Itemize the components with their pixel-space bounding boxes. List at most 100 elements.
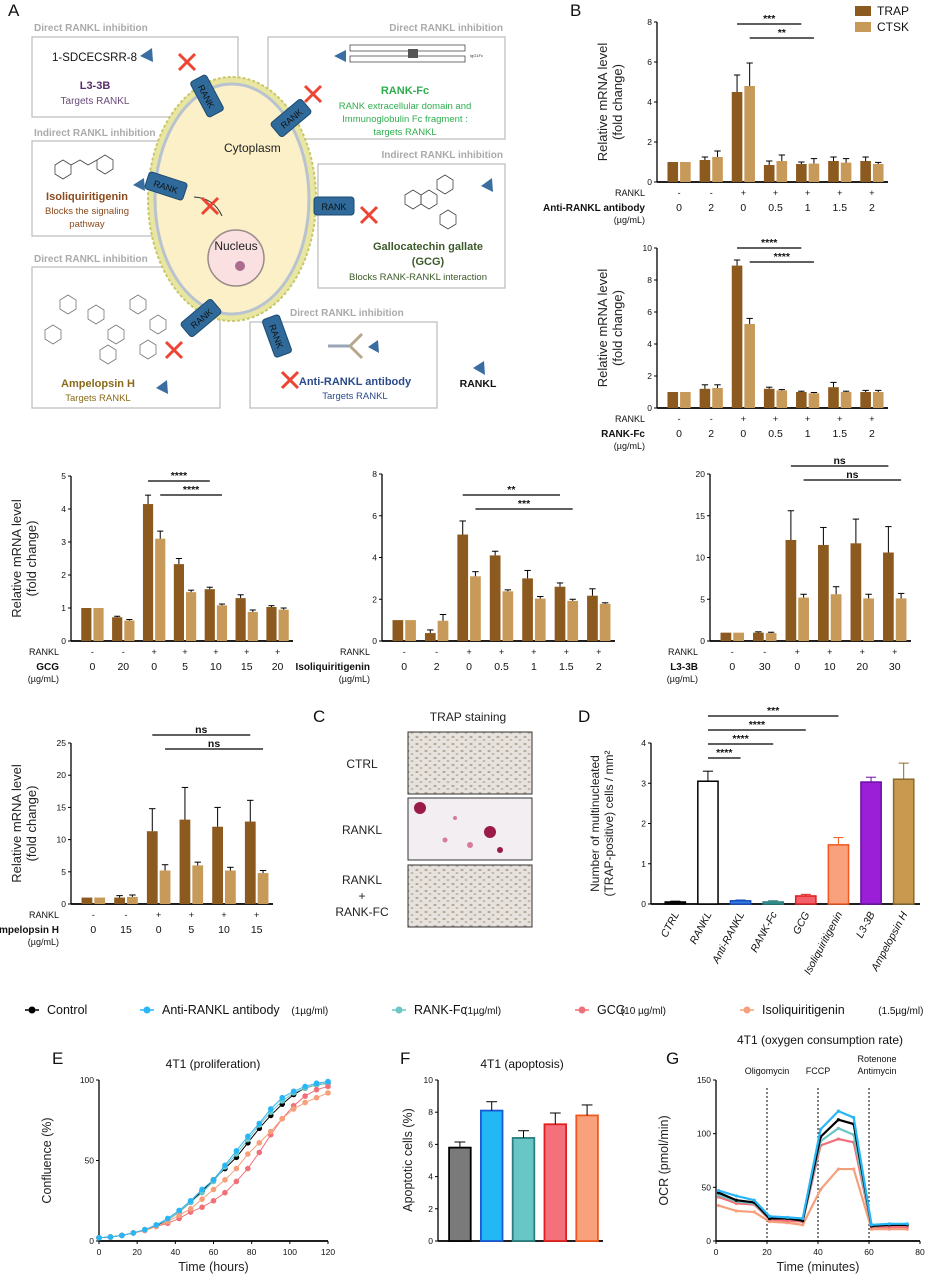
- bar-ctsk: [808, 163, 820, 182]
- data-point: [836, 1137, 841, 1141]
- rank-receptor-label: RANK: [321, 202, 346, 212]
- dose-label: 10: [210, 661, 222, 673]
- data-point: [836, 1126, 841, 1130]
- y-tick-label: 6: [372, 511, 377, 521]
- row-label-treatment: Anti-RANKL antibody: [543, 203, 645, 214]
- dose-label: 0: [676, 202, 682, 214]
- dose-label: 10: [218, 924, 230, 936]
- data-point: [164, 1215, 171, 1222]
- trap-staining-panel: TRAP staining CTRL RANKL RANKL + RANK-FC: [335, 710, 533, 928]
- row-label-unit: (µg/mL): [28, 674, 59, 684]
- bar-trap: [81, 897, 93, 904]
- x-tick-label: 40: [813, 1247, 823, 1257]
- bar-trap: [763, 165, 775, 182]
- bar-trap: [699, 388, 711, 408]
- y-tick-label: 150: [697, 1075, 711, 1085]
- significance-label: ns: [846, 469, 858, 481]
- data-point: [734, 1209, 739, 1213]
- dose-label: 2: [708, 428, 714, 440]
- data-point: [176, 1212, 182, 1219]
- y-tick-label: 15: [57, 802, 67, 812]
- dose-label: 10: [824, 661, 836, 673]
- bar-ctsk: [567, 600, 579, 641]
- inhibition-x-icon: [303, 84, 323, 104]
- data-point: [222, 1177, 228, 1183]
- dose-label: 0: [466, 661, 472, 673]
- legend-marker-icon: [743, 1006, 751, 1014]
- rank-fc-desc: Immunoglobulin Fc fragment :: [342, 114, 468, 125]
- rankl-sign: +: [466, 647, 471, 657]
- bar-trap: [667, 162, 679, 182]
- bar-trap: [753, 632, 764, 641]
- significance-label: ****: [732, 733, 749, 745]
- data-point: [716, 1188, 721, 1193]
- y-tick-label: 5: [700, 594, 705, 604]
- bar-trap: [731, 265, 743, 408]
- legend-item: Control: [25, 1003, 87, 1017]
- isoliquiritigenin-molecule-icon: [54, 154, 114, 180]
- bar-ctsk: [680, 162, 691, 182]
- rankl-sign: -: [403, 647, 406, 657]
- y-tick-label: 2: [647, 137, 652, 147]
- rank-receptor-icon: RANK: [144, 171, 188, 201]
- panel-label-f: F: [400, 1049, 410, 1068]
- dose-label: 2: [708, 202, 714, 214]
- data-point: [734, 1198, 739, 1202]
- significance-label: ns: [195, 724, 207, 736]
- bar-trap: [796, 164, 807, 182]
- y-tick-label: 2: [428, 1204, 433, 1214]
- dose-label: 15: [120, 924, 132, 936]
- l3-3b-sequence: 1-SDCECSRR-8: [52, 52, 137, 64]
- cytoplasm-label: Cytoplasm: [224, 141, 281, 155]
- signaling-arrow-icon: [193, 196, 223, 217]
- row-label-rankl: RANKL: [615, 188, 645, 198]
- significance-label: ns: [208, 738, 220, 750]
- series-line: [98, 1092, 329, 1239]
- box-category: Indirect RANKL inhibition: [34, 128, 155, 139]
- cytoplasm: [153, 82, 311, 316]
- bar-trap: [828, 161, 839, 182]
- y-axis-label: Apoptotic cells (%): [401, 1108, 415, 1212]
- bar-ctsk: [502, 591, 514, 641]
- data-point: [119, 1232, 125, 1239]
- row-label-treatment: L3-3B: [670, 662, 698, 673]
- bar-ctsk: [155, 538, 166, 641]
- x-tick-label: 0: [97, 1247, 102, 1257]
- y-tick-label: 0: [647, 177, 652, 187]
- dose-label: 1: [805, 202, 811, 214]
- y-axis-label: (fold change): [610, 290, 625, 366]
- bar-trap: [114, 897, 125, 904]
- bar-ctsk: [712, 388, 723, 408]
- dose-label: 0: [729, 661, 735, 673]
- dose-label: 0.5: [768, 428, 783, 440]
- data-point: [245, 1151, 251, 1157]
- bar-trap: [457, 534, 469, 641]
- data-point: [290, 1106, 297, 1112]
- data-point: [199, 1204, 205, 1210]
- y-tick-label: 3: [641, 778, 646, 788]
- bar: [729, 900, 752, 905]
- bar-ctsk: [216, 605, 228, 641]
- significance-label: ***: [763, 13, 776, 25]
- bar-trap: [112, 617, 123, 641]
- y-tick-label: 2: [647, 371, 652, 381]
- row-label-rankl: RANKL: [29, 647, 59, 657]
- significance-label: ns: [834, 455, 846, 467]
- y-tick-label: 0: [641, 899, 646, 909]
- data-point: [279, 1094, 286, 1101]
- bar-trap: [244, 821, 256, 904]
- y-tick-label: 0: [61, 899, 66, 909]
- rankl-sign: +: [156, 910, 161, 920]
- y-tick-label: 0: [428, 1236, 433, 1246]
- data-point: [767, 1214, 772, 1218]
- data-point: [267, 1128, 274, 1135]
- rankl-sign: +: [892, 647, 897, 657]
- bar-trap: [763, 388, 775, 408]
- bar-trap: [212, 826, 223, 904]
- y-tick-label: 6: [647, 57, 652, 67]
- data-point: [325, 1090, 331, 1096]
- bar: [511, 1137, 536, 1242]
- legend-swatch: [855, 22, 871, 32]
- ampelopsin-molecule-icon: [44, 294, 167, 365]
